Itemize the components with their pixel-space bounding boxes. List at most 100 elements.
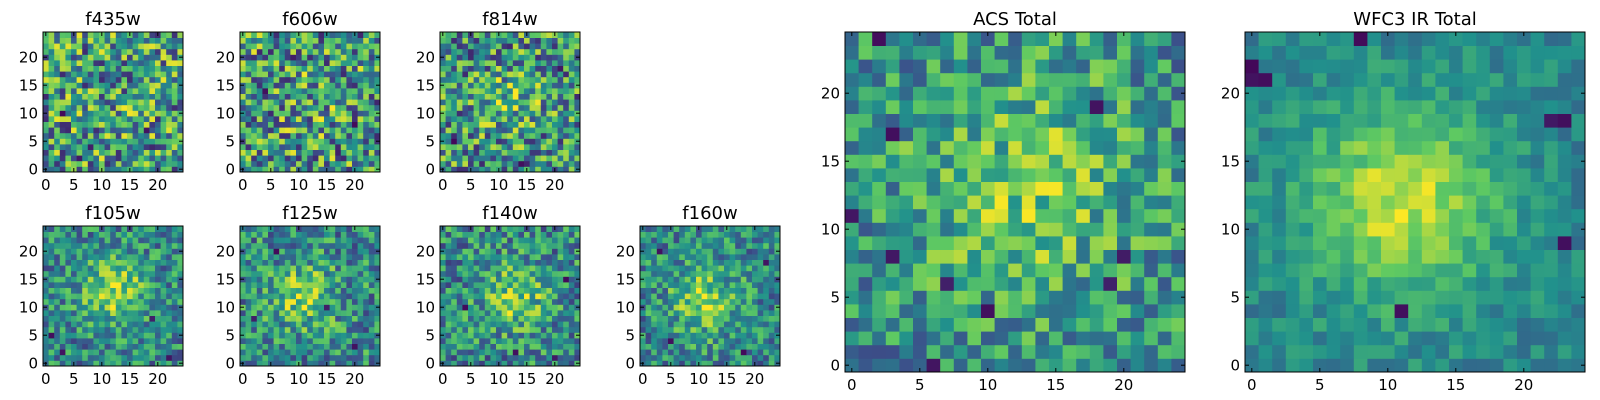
heatmap-cell [160,65,167,72]
heatmap-cell [490,248,497,255]
heatmap-cell [307,54,314,61]
heatmap-cell [445,65,452,72]
heatmap-cell [166,88,173,94]
heatmap-cell [724,276,730,283]
heatmap-cell [143,99,150,106]
heatmap-cell [490,54,497,61]
heatmap-cell [245,110,252,117]
heatmap-cell [701,226,708,232]
heatmap-cell [679,293,686,300]
heatmap-cell [335,237,342,244]
heatmap-cell [1049,154,1063,169]
heatmap-cell [284,65,291,72]
heatmap-cell [335,265,342,272]
heatmap-cell [87,110,94,117]
heatmap-cell [245,144,252,150]
heatmap-cell [712,360,719,367]
heatmap-cell [496,237,502,244]
heatmap-cell [707,265,714,272]
x-tick-label: 10 [289,370,308,388]
heatmap-cell [256,242,263,249]
heatmap-cell [143,248,150,255]
heatmap-cell [456,276,463,283]
heatmap-cell [953,168,968,182]
heatmap-cell [546,144,553,150]
heatmap-cell [363,121,370,128]
heatmap-cell [574,254,581,260]
heatmap-cell [462,149,469,156]
heatmap-cell [284,104,291,111]
heatmap-cell [82,138,89,145]
heatmap-cell [99,93,105,100]
heatmap-cell [43,326,49,333]
heatmap-cell [768,304,775,311]
heatmap-cell [82,242,89,249]
heatmap-cell [684,310,691,316]
axes-frame [42,31,184,173]
heatmap-cell [251,104,258,111]
heatmap-cell [656,254,663,260]
heatmap-cell [501,349,508,356]
heatmap-cell [273,354,280,361]
heatmap-cell [307,166,314,173]
heatmap-cell [65,231,72,238]
heatmap-cell [245,166,252,173]
heatmap-cell [1171,168,1186,182]
heatmap-cell [456,138,463,145]
heatmap-cell [668,332,674,339]
heatmap-cell [262,160,269,167]
heatmap-cell [490,88,497,94]
heatmap-cell [296,332,302,339]
heatmap-cell [574,298,581,305]
heatmap-cell [143,48,150,55]
heatmap-cell [468,237,474,244]
heatmap-cell [82,293,89,300]
heatmap-cell [1089,290,1104,305]
heatmap-cell [132,354,139,361]
heatmap-cell [546,332,553,339]
heatmap-cell [899,331,914,346]
heatmap-cell [490,237,497,244]
heatmap-cell [451,310,458,316]
heatmap-cell [251,298,258,305]
heatmap-cell [87,93,94,100]
heatmap-cell [774,321,781,328]
heatmap-cell [690,321,697,328]
heatmap-cell [740,321,747,328]
heatmap-cell [104,265,111,272]
heatmap-cell [312,48,319,55]
heatmap-cell [284,116,291,122]
heatmap-cell [651,326,658,333]
heatmap-cell [301,304,308,311]
heatmap-cell [121,160,128,167]
heatmap-cell [535,166,542,173]
heatmap-cell [93,304,100,311]
heatmap-cell [690,293,697,300]
heatmap-cell [54,37,61,44]
heatmap-cell [462,144,469,150]
heatmap-cell [512,76,519,83]
heatmap-cell [524,349,530,356]
heatmap-cell [546,116,553,122]
heatmap-cell [171,304,178,311]
heatmap-cell [104,310,111,316]
heatmap-cell [65,349,72,356]
heatmap-cell [462,315,469,322]
heatmap-cell [104,149,111,156]
heatmap-cell [552,343,558,350]
heatmap-cell [540,82,547,89]
heatmap-cell [82,155,89,162]
heatmap-cell [456,259,463,266]
heatmap-cell [529,338,536,344]
heatmap-cell [501,121,508,128]
heatmap-cell [99,43,105,50]
heatmap-cell [329,144,336,150]
heatmap-cell [352,259,358,266]
heatmap-cell [54,116,61,122]
heatmap-cell [490,326,497,333]
heatmap-cell [99,270,105,277]
heatmap-cell [363,104,370,111]
heatmap-cell [518,138,525,145]
heatmap-cell [473,254,480,260]
heatmap-cell [557,127,564,134]
